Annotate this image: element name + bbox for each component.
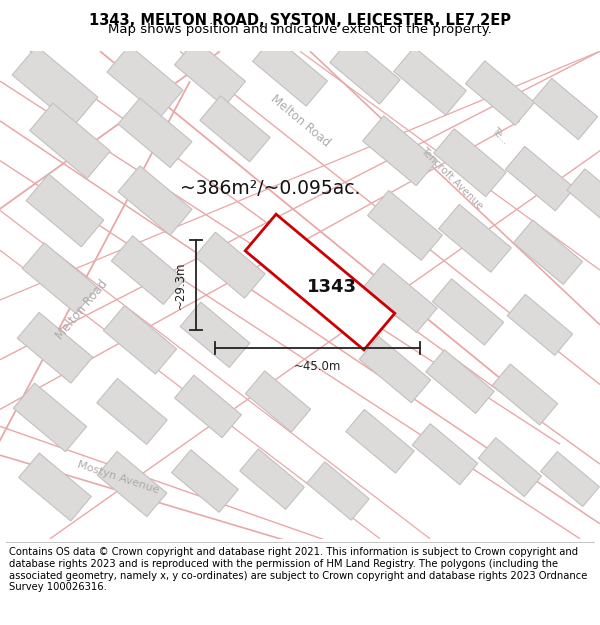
Polygon shape (394, 47, 466, 115)
Polygon shape (19, 453, 91, 521)
Polygon shape (368, 191, 442, 261)
Polygon shape (362, 116, 437, 186)
Polygon shape (175, 40, 245, 106)
Polygon shape (363, 263, 437, 332)
Polygon shape (532, 78, 598, 139)
Text: ~386m²/~0.095ac.: ~386m²/~0.095ac. (180, 179, 360, 198)
Polygon shape (434, 129, 506, 197)
Text: ~45.0m: ~45.0m (294, 359, 341, 372)
Polygon shape (567, 169, 600, 222)
Polygon shape (478, 438, 542, 497)
Polygon shape (97, 451, 167, 517)
Polygon shape (200, 96, 270, 162)
Text: Mostyn Avenue: Mostyn Avenue (76, 459, 160, 495)
Text: Melton Road: Melton Road (268, 92, 332, 149)
Text: 1343, MELTON ROAD, SYSTON, LEICESTER, LE7 2EP: 1343, MELTON ROAD, SYSTON, LEICESTER, LE… (89, 12, 511, 28)
Polygon shape (172, 450, 238, 512)
Polygon shape (359, 336, 431, 402)
Polygon shape (118, 166, 192, 235)
Text: Tencroft Avenue: Tencroft Avenue (419, 146, 485, 212)
Polygon shape (433, 279, 503, 345)
Polygon shape (112, 236, 185, 304)
Polygon shape (22, 242, 98, 313)
Polygon shape (97, 378, 167, 444)
Text: Contains OS data © Crown copyright and database right 2021. This information is : Contains OS data © Crown copyright and d… (9, 548, 587, 592)
Text: 1343: 1343 (307, 278, 357, 296)
Polygon shape (180, 302, 250, 368)
Text: Map shows position and indicative extent of the property.: Map shows position and indicative extent… (108, 23, 492, 36)
Polygon shape (12, 46, 98, 126)
Polygon shape (103, 306, 176, 374)
Polygon shape (426, 350, 494, 413)
Polygon shape (30, 103, 110, 179)
Text: ~29.3m: ~29.3m (174, 261, 187, 309)
Polygon shape (245, 371, 311, 432)
Text: Melton Road: Melton Road (53, 278, 110, 342)
Polygon shape (175, 375, 241, 438)
Polygon shape (492, 364, 558, 425)
Polygon shape (13, 383, 86, 452)
Polygon shape (195, 232, 265, 298)
Polygon shape (466, 61, 535, 125)
Polygon shape (26, 174, 104, 247)
Polygon shape (239, 449, 304, 509)
Text: Te...: Te... (490, 126, 511, 146)
Polygon shape (412, 424, 478, 484)
Polygon shape (17, 312, 93, 383)
Polygon shape (118, 98, 192, 168)
Polygon shape (330, 38, 400, 104)
Polygon shape (439, 204, 511, 272)
Polygon shape (346, 409, 414, 473)
Polygon shape (505, 146, 575, 211)
Polygon shape (541, 451, 599, 506)
Polygon shape (245, 214, 395, 350)
Polygon shape (514, 220, 583, 284)
Polygon shape (107, 46, 183, 117)
Polygon shape (253, 36, 328, 106)
Polygon shape (507, 294, 573, 356)
Polygon shape (307, 462, 369, 520)
